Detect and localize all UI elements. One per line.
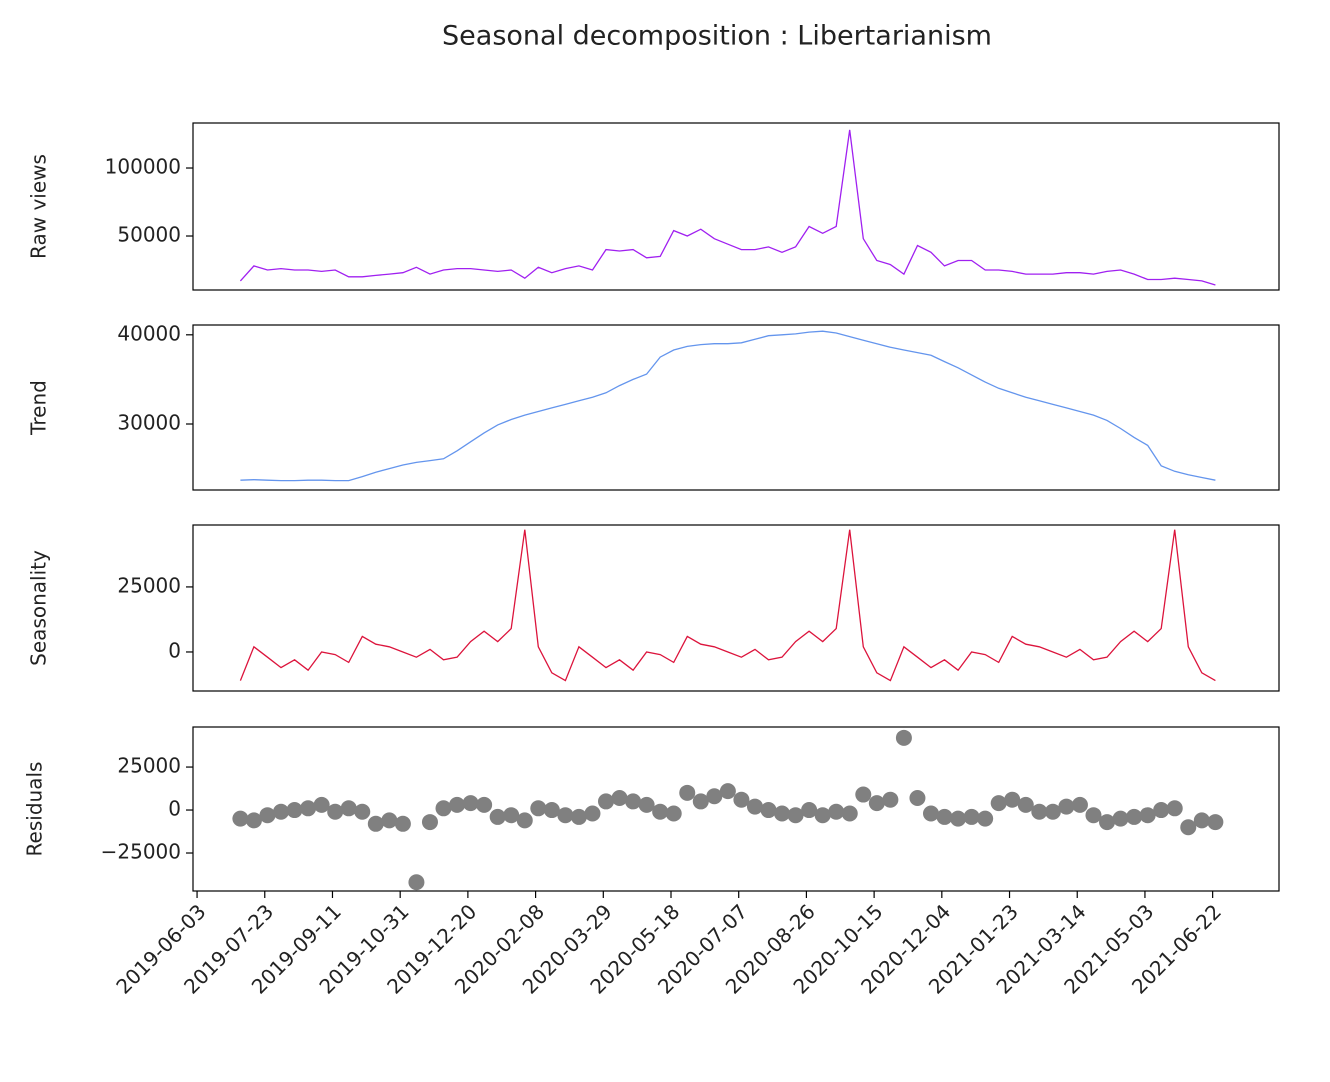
residual-point [1139,807,1156,824]
residual-point [286,802,303,819]
y-axis-label: Trend [27,380,51,436]
axes-frame [192,324,1280,491]
chart-title: Seasonal decomposition : Libertarianism [442,21,992,52]
residual-point [801,802,818,819]
residual-point [327,803,344,820]
residual-point [922,805,939,822]
residual-point [706,788,723,805]
residual-point [381,812,398,829]
residual-point [354,803,371,820]
residual-point [1031,803,1048,820]
y-tick-label: 50000 [117,223,181,247]
residual-point [584,805,601,822]
residual-point [462,795,479,812]
residual-point [394,815,411,832]
residual-point [435,800,452,817]
residual-point [245,812,262,829]
residual-point [611,789,628,806]
series-line [240,330,1216,482]
residual-point [1004,791,1021,808]
residual-point [449,796,466,813]
residual-point [1153,802,1170,819]
y-axis-label: Residuals [23,762,47,857]
residual-point [516,812,533,829]
residual-point [503,807,520,824]
residual-point [909,789,926,806]
residual-point [489,808,506,825]
residual-point [652,803,669,820]
residual-point [313,796,330,813]
y-tick-label: 0 [168,797,181,821]
residual-point [977,810,994,827]
residual-point [787,807,804,824]
residual-point [679,784,696,801]
residual-point [570,808,587,825]
residual-point [1071,796,1088,813]
residual-point [1180,819,1197,836]
residual-point [340,800,357,817]
residual-point [476,796,493,813]
y-tick-label: 100000 [105,155,181,179]
residual-point [828,803,845,820]
y-axis-label: Raw views [27,154,51,259]
series-line [239,129,1216,286]
residual-point [936,808,953,825]
residual-point [990,795,1007,812]
residual-point [1112,810,1129,827]
residual-point [895,729,912,746]
y-tick-label: 30000 [117,411,181,435]
residual-point [625,793,642,810]
residual-point [1099,814,1116,831]
axes-frame [192,122,1280,291]
residual-point [1044,803,1061,820]
residual-point [1207,814,1224,831]
residual-point [557,807,574,824]
residual-point [421,814,438,831]
axes-frame [192,726,1280,892]
axes-frame [192,524,1280,692]
residual-point [746,798,763,815]
residual-point [300,800,317,817]
residual-point [530,800,547,817]
residual-point [963,808,980,825]
y-tick-label: 0 [168,638,181,662]
residual-point [841,805,858,822]
y-tick-label: −25000 [101,840,181,864]
residual-point [855,786,872,803]
residual-point [408,874,425,891]
y-tick-label: 40000 [117,321,181,345]
residual-point [1193,812,1210,829]
residual-point [367,815,384,832]
y-axis-label: Seasonality [27,550,51,666]
y-tick-label: 25000 [117,573,181,597]
residual-point [543,802,560,819]
residual-point [760,802,777,819]
residual-point [868,795,885,812]
residual-point [1126,808,1143,825]
residual-point [638,796,655,813]
residual-point [1085,807,1102,824]
residual-point [1166,800,1183,817]
residual-point [598,793,615,810]
residual-point [1058,798,1075,815]
residual-point [273,803,290,820]
series-line [239,529,1216,682]
residual-point [814,807,831,824]
residual-point [882,791,899,808]
residual-point [665,805,682,822]
residual-point [232,810,249,827]
residual-point [259,807,276,824]
y-tick-label: 25000 [117,754,181,778]
residual-point [950,810,967,827]
residual-point [733,791,750,808]
residual-point [692,793,709,810]
residual-point [774,805,791,822]
residual-point [1017,796,1034,813]
residual-point [719,783,736,800]
